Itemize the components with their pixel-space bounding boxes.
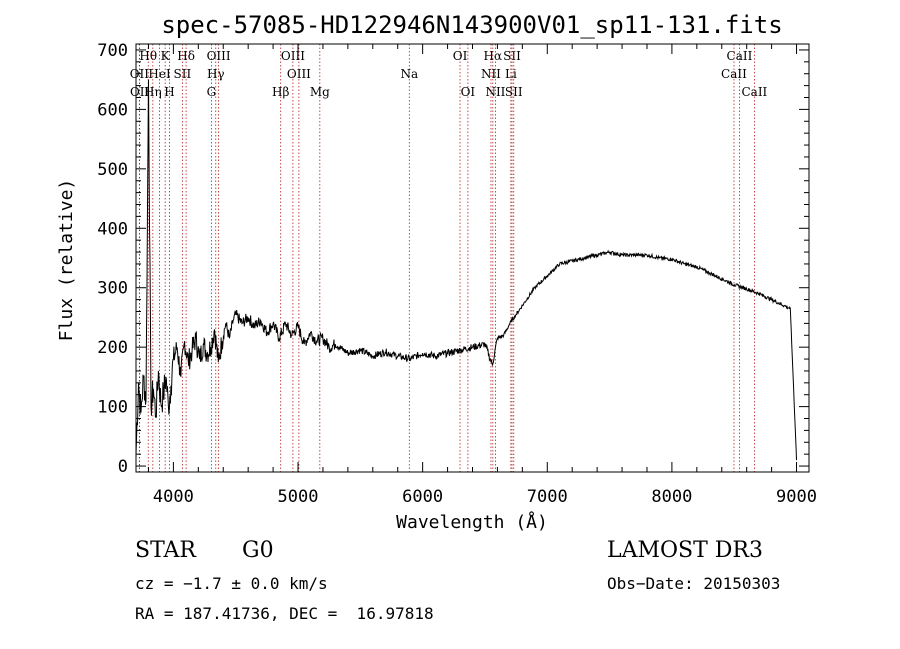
spectral-line-label-9: OIII — [207, 49, 231, 63]
y-tick-label-3: 300 — [97, 279, 128, 299]
x-axis-label: Wavelength (Å) — [396, 511, 548, 533]
spectral-line-label-26: CaII — [721, 67, 747, 81]
spectral-line-label-2: OII — [130, 85, 150, 99]
spectral-line-label-5: HeI — [148, 67, 171, 81]
spectral-line-label-10: Hγ — [207, 67, 225, 81]
y-tick-label-5: 500 — [97, 160, 128, 180]
spectral-line-label-19: Hα — [484, 49, 503, 63]
spectral-line-label-4: K — [161, 49, 171, 63]
y-tick-label-0: 0 — [118, 457, 128, 477]
redshift-text: cz = −1.7 ± 0.0 km/s — [135, 574, 328, 593]
spectral-line-label-15: Mg — [310, 85, 330, 99]
spectral-line-label-6: H — [164, 85, 174, 99]
spectral-line-label-18: OI — [461, 85, 476, 99]
spectrum-series — [135, 79, 797, 461]
spectral-line-label-23: Li — [505, 67, 517, 81]
spectral-line-label-25: CaII — [727, 49, 753, 63]
spectral-line-label-8: SII — [174, 67, 192, 81]
axis-ticks: 4000 5000 6000 7000 8000 9000 0 100 200 300 400 500… — [97, 41, 817, 507]
coordinates: RA = 187.41736, DEC = 16.97818 — [135, 604, 434, 623]
y-tick-label-1: 100 — [97, 398, 128, 418]
spectral-line-label-27: CaII — [741, 85, 767, 99]
spectral-line-label-21: NII — [485, 85, 505, 99]
x-tick-label-5: 9000 — [776, 487, 817, 507]
spectral-line-label-3: Hη — [144, 85, 162, 99]
spectral-line-label-20: NII — [481, 67, 501, 81]
y-axis-label: Flux (relative) — [56, 179, 77, 342]
spectral-line-label-0: Hθ — [139, 49, 157, 63]
spectral-line-label-22: SII — [503, 49, 521, 63]
y-tick-label-6: 600 — [97, 100, 128, 120]
spectral-line-label-7: Hδ — [177, 49, 195, 63]
x-tick-label-3: 7000 — [527, 487, 568, 507]
plot-frame — [135, 43, 810, 473]
spectral-line-label-16: Na — [400, 67, 418, 81]
x-tick-label-4: 8000 — [651, 487, 692, 507]
spectral-line-label-17: OI — [453, 49, 468, 63]
y-tick-label-4: 400 — [97, 219, 128, 239]
survey-name: LAMOST DR3 — [607, 538, 763, 563]
x-tick-label-1: 5000 — [278, 487, 319, 507]
x-tick-label-0: 4000 — [153, 487, 194, 507]
chart-title: spec-57085-HD122946N143900V01_sp11-131.f… — [161, 11, 782, 39]
spectral-line-label-24: SII — [505, 85, 523, 99]
spectral-line-label-13: OIII — [281, 49, 305, 63]
spectral-line-label-12: Hβ — [272, 85, 289, 99]
obs-date: Obs−Date: 20150303 — [607, 574, 781, 593]
y-tick-label-2: 200 — [97, 338, 128, 358]
x-tick-label-2: 6000 — [402, 487, 443, 507]
spectral-line-label-14: OIII — [287, 67, 311, 81]
spectrum-line — [135, 79, 797, 461]
object-class: STAR — [135, 538, 196, 563]
y-tick-label-7: 700 — [97, 41, 128, 61]
object-subclass: G0 — [242, 538, 274, 563]
spectral-line-label-11: G — [207, 85, 217, 99]
